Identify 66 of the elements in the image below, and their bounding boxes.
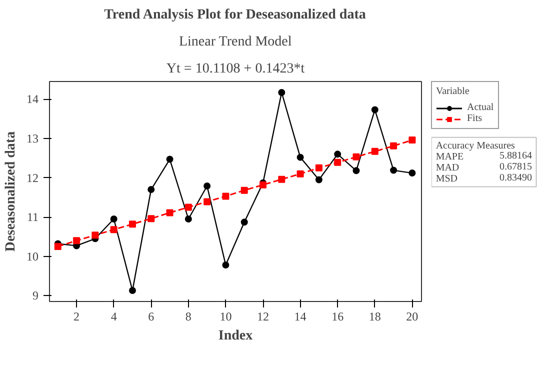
text: 5.88164 (499, 150, 532, 162)
point (92, 232, 99, 239)
point (73, 237, 80, 244)
y-tick-label: 9 (32, 288, 38, 303)
point (240, 186, 248, 194)
text: 0.67815 (499, 162, 532, 173)
point (278, 89, 286, 96)
text: MSD (436, 174, 458, 185)
point (315, 176, 322, 184)
point (315, 164, 322, 172)
point (54, 243, 62, 250)
point (390, 142, 398, 150)
text: MAD (436, 162, 460, 174)
point (296, 154, 304, 161)
point (166, 209, 174, 216)
point (222, 192, 230, 200)
x-tick-label: 10 (220, 310, 232, 324)
point (390, 166, 398, 174)
y-axis-title: Deseasonalized data (4, 131, 18, 252)
text: MAPE (436, 152, 464, 163)
point (334, 158, 342, 166)
point (371, 106, 378, 114)
x-tick-label: 2 (74, 310, 80, 324)
point (222, 261, 230, 268)
point (352, 153, 360, 160)
point (110, 216, 118, 222)
x-tick-label: 4 (110, 310, 117, 324)
point (204, 198, 211, 206)
x-tick-label: 16 (332, 310, 344, 324)
point (110, 226, 118, 234)
x-axis-title: Index (218, 328, 253, 344)
point (204, 182, 211, 190)
point (148, 186, 155, 194)
point (371, 148, 378, 155)
x-tick-label: 18 (368, 310, 381, 324)
point (240, 218, 248, 226)
y-tick-label: 12 (26, 170, 38, 185)
text: Yt = 10.1108 + 0.1423*t (166, 62, 305, 76)
point (184, 204, 192, 211)
legend-label: Actual (467, 102, 494, 113)
point (408, 136, 416, 144)
y-tick-label: 14 (26, 92, 38, 106)
x-tick-label: 14 (294, 310, 306, 324)
x-tick-label: 12 (257, 310, 270, 324)
y-tick-label: 10 (26, 249, 38, 264)
legend-title: Variable (436, 86, 470, 97)
chart-subtitle: Linear Trend Model (178, 34, 292, 50)
legend-label: Fits (467, 113, 484, 124)
point (408, 170, 416, 177)
point (334, 150, 342, 158)
x-tick-label: 6 (148, 310, 154, 324)
x-tick-label: 20 (406, 310, 418, 324)
text: 0.83490 (499, 172, 532, 184)
point (128, 287, 136, 294)
point (278, 176, 286, 183)
x-tick-label: 8 (185, 310, 192, 324)
point (352, 167, 360, 174)
point (148, 215, 155, 222)
y-tick-label: 13 (26, 131, 38, 146)
point (166, 156, 174, 163)
chart-title: Trend Analysis Plot for Deseasonalized data (104, 8, 366, 22)
point (296, 170, 304, 178)
text: Accuracy Measures (436, 140, 516, 152)
y-tick-label: 11 (26, 210, 39, 224)
point (184, 216, 192, 222)
point (128, 220, 136, 228)
